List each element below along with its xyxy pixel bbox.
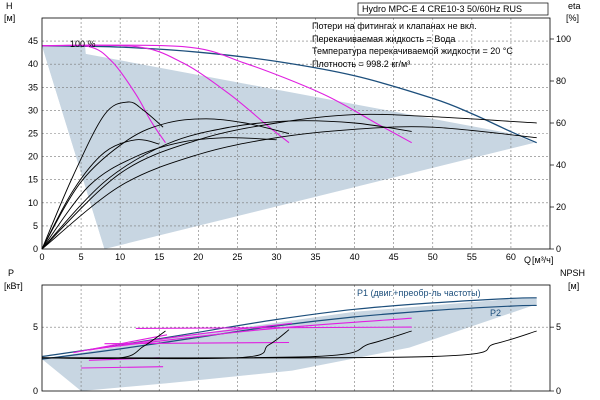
head-axis-unit: [м] bbox=[4, 13, 15, 23]
p2-label: P2 bbox=[490, 308, 501, 318]
head-tick-label: 30 bbox=[28, 105, 38, 115]
title-box: Hydro MPC-E 4 CRE10-3 50/60Hz RUS bbox=[357, 2, 549, 16]
npsh-tick-label: 0 bbox=[556, 386, 561, 396]
eta-tick-label: 40 bbox=[556, 160, 566, 170]
eta-tick-label: 20 bbox=[556, 202, 566, 212]
power-tick-label: 5 bbox=[33, 322, 38, 332]
chart-title: Hydro MPC-E 4 CRE10-3 50/60Hz RUS bbox=[362, 4, 522, 14]
head-tick-label: 10 bbox=[28, 198, 38, 208]
notes-block: Потери на фитингах и клапанах не вкл. Пе… bbox=[312, 21, 513, 69]
flow-tick-label: 20 bbox=[193, 252, 203, 262]
flow-axis-unit: [м³/ч] bbox=[532, 255, 553, 265]
head-curve-max_curve bbox=[41, 45, 537, 144]
head-tick-label: 45 bbox=[28, 36, 38, 46]
note-fittings: Потери на фитингах и клапанах не вкл. bbox=[312, 21, 477, 31]
head-curve-system bbox=[41, 44, 166, 144]
power-curve-p2 bbox=[41, 304, 537, 360]
flow-tick-label: 30 bbox=[271, 252, 281, 262]
head-tick-label: 15 bbox=[28, 175, 38, 185]
head-tick-label: 35 bbox=[28, 82, 38, 92]
head-axis-label: H bbox=[6, 1, 13, 11]
head-curve-eta bbox=[41, 118, 290, 250]
eta-tick-label: 100 bbox=[556, 34, 571, 44]
head-curve-eta bbox=[41, 137, 277, 250]
power-curve-system bbox=[135, 326, 412, 329]
power-curve-npsh bbox=[41, 330, 537, 359]
power-plot-frame bbox=[41, 284, 551, 392]
power-curve-npsh bbox=[41, 329, 290, 360]
npsh-tick-label: 5 bbox=[556, 322, 561, 332]
flow-tick-label: 55 bbox=[467, 252, 477, 262]
note-density: Плотность = 998.2 кг/м³ bbox=[312, 59, 410, 69]
flow-axis-label: Q bbox=[524, 255, 531, 265]
head-curve-eta bbox=[41, 139, 160, 250]
head-tick-label: 0 bbox=[33, 244, 38, 254]
head-operating-envelope bbox=[42, 45, 105, 250]
note-liquid: Перекачиваемая жидкость = Вода bbox=[312, 34, 455, 44]
flow-tick-label: 60 bbox=[506, 252, 516, 262]
power-curve-system bbox=[104, 341, 290, 345]
flow-tick-label: 0 bbox=[39, 252, 44, 262]
eta-axis-label: eta bbox=[568, 1, 581, 11]
head-curve-eta bbox=[41, 113, 537, 250]
flow-tick-label: 40 bbox=[350, 252, 360, 262]
head-curve-eta bbox=[41, 101, 164, 250]
head-curve-eta bbox=[41, 120, 412, 250]
note-temperature: Температура перекачиваемой жидкости = 20… bbox=[312, 46, 513, 56]
head-plot-frame bbox=[41, 17, 551, 250]
flow-tick-label: 25 bbox=[232, 252, 242, 262]
eta-tick-label: 60 bbox=[556, 118, 566, 128]
head-tick-label: 5 bbox=[33, 221, 38, 231]
p1-label: P1 (двиг.+преобр-ль частоты) bbox=[357, 288, 481, 298]
npsh-axis-label: NPSH bbox=[560, 268, 585, 278]
flow-tick-label: 50 bbox=[428, 252, 438, 262]
head-tick-label: 20 bbox=[28, 152, 38, 162]
flow-tick-label: 10 bbox=[115, 252, 125, 262]
npsh-axis-unit: [м] bbox=[568, 281, 579, 291]
speed-label: 100 % bbox=[70, 39, 96, 49]
eta-tick-label: 0 bbox=[556, 244, 561, 254]
power-tick-label: 0 bbox=[33, 386, 38, 396]
power-axis-unit: [кВт] bbox=[4, 281, 23, 291]
head-curve-eta bbox=[41, 126, 537, 250]
head-operating-envelope bbox=[42, 45, 535, 250]
flow-tick-label: 45 bbox=[389, 252, 399, 262]
power-operating-envelope bbox=[42, 297, 537, 391]
flow-tick-label: 35 bbox=[311, 252, 321, 262]
flow-tick-label: 5 bbox=[79, 252, 84, 262]
head-tick-label: 40 bbox=[28, 59, 38, 69]
power-curve-system bbox=[81, 366, 164, 369]
head-curve-system bbox=[41, 44, 412, 144]
head-tick-label: 25 bbox=[28, 129, 38, 139]
power-axis-label: P bbox=[8, 268, 14, 278]
flow-tick-label: 15 bbox=[154, 252, 164, 262]
eta-axis-unit: [%] bbox=[566, 13, 579, 23]
eta-tick-label: 80 bbox=[556, 76, 566, 86]
